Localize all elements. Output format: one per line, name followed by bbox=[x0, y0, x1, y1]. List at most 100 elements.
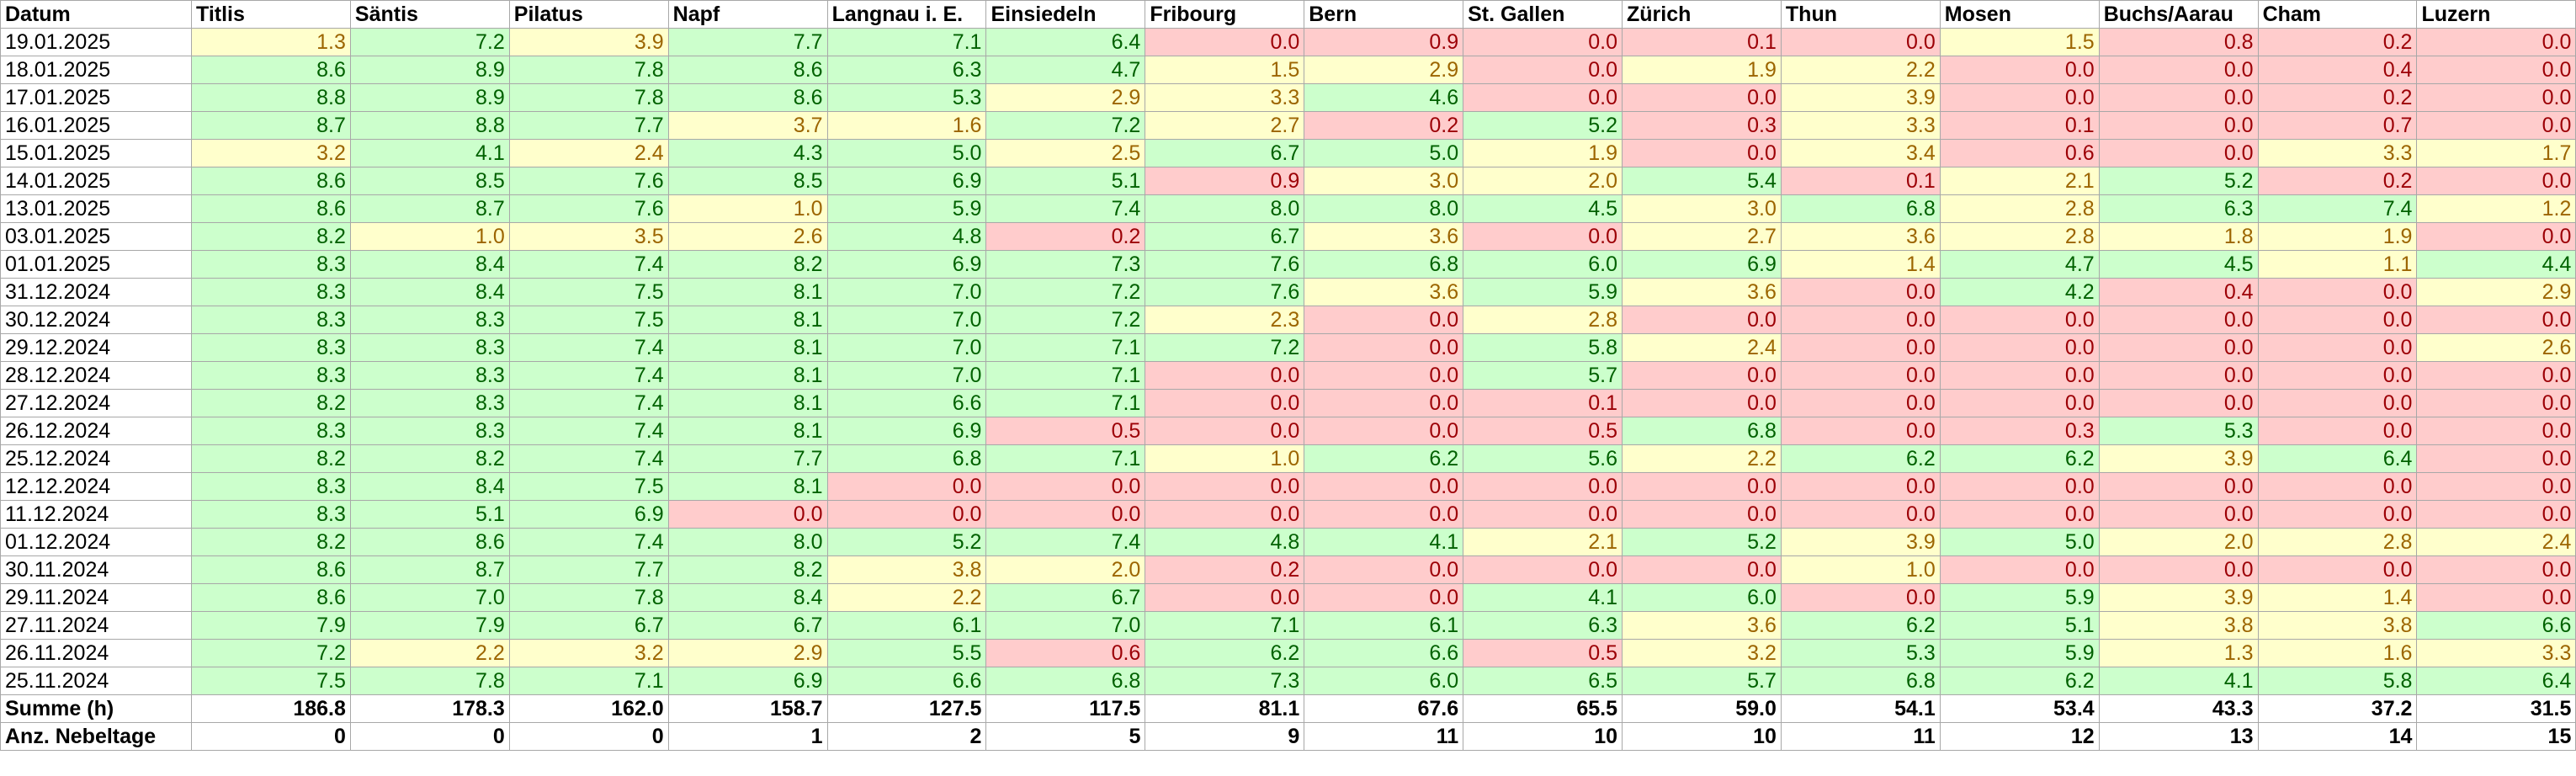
fog-hours-cell[interactable]: 8.1 bbox=[667, 333, 828, 362]
fog-hours-cell[interactable]: 6.9 bbox=[667, 667, 828, 695]
fog-hours-cell[interactable]: 3.9 bbox=[2098, 444, 2259, 473]
fog-hours-cell[interactable]: 0.0 bbox=[1622, 555, 1782, 584]
date-cell[interactable]: 28.12.2024 bbox=[0, 361, 192, 390]
fog-hours-cell[interactable]: 8.4 bbox=[349, 250, 510, 279]
fog-hours-cell[interactable]: 0.0 bbox=[1622, 306, 1782, 334]
fog-hours-cell[interactable]: 5.3 bbox=[826, 83, 987, 112]
fog-hours-cell[interactable]: 0.0 bbox=[826, 500, 987, 529]
date-cell[interactable]: 26.12.2024 bbox=[0, 417, 192, 445]
fog-hours-cell[interactable]: 6.2 bbox=[1780, 444, 1941, 473]
fog-hours-cell[interactable]: 6.0 bbox=[1622, 583, 1782, 612]
summary-value-cell[interactable]: 127.5 bbox=[826, 694, 987, 723]
fog-hours-cell[interactable]: 1.8 bbox=[2098, 222, 2259, 251]
fog-hours-cell[interactable]: 0.0 bbox=[2098, 139, 2259, 167]
fog-hours-cell[interactable]: 5.0 bbox=[1304, 139, 1464, 167]
fog-hours-cell[interactable]: 0.2 bbox=[2257, 28, 2418, 56]
fog-hours-cell[interactable]: 2.0 bbox=[985, 555, 1146, 584]
fog-hours-cell[interactable]: 8.2 bbox=[667, 250, 828, 279]
fog-hours-cell[interactable]: 6.6 bbox=[826, 389, 987, 417]
summary-value-cell[interactable]: 14 bbox=[2257, 722, 2418, 751]
fog-hours-cell[interactable]: 8.3 bbox=[191, 333, 351, 362]
summary-value-cell[interactable]: 0 bbox=[508, 722, 669, 751]
fog-hours-cell[interactable]: 3.6 bbox=[1304, 278, 1464, 306]
fog-hours-cell[interactable]: 0.0 bbox=[1622, 472, 1782, 501]
fog-hours-cell[interactable]: 0.0 bbox=[1939, 56, 2100, 84]
fog-hours-cell[interactable]: 3.3 bbox=[1780, 111, 1941, 140]
fog-hours-cell[interactable]: 2.6 bbox=[667, 222, 828, 251]
fog-hours-cell[interactable]: 7.7 bbox=[667, 28, 828, 56]
fog-hours-cell[interactable]: 0.9 bbox=[1145, 167, 1305, 195]
fog-hours-cell[interactable]: 1.2 bbox=[2416, 194, 2576, 223]
fog-hours-cell[interactable]: 7.9 bbox=[349, 611, 510, 640]
fog-hours-cell[interactable]: 2.2 bbox=[826, 583, 987, 612]
fog-hours-cell[interactable]: 8.6 bbox=[191, 555, 351, 584]
fog-hours-cell[interactable]: 1.7 bbox=[2416, 139, 2576, 167]
fog-hours-cell[interactable]: 5.1 bbox=[349, 500, 510, 529]
fog-hours-cell[interactable]: 0.0 bbox=[2098, 361, 2259, 390]
fog-hours-cell[interactable]: 6.6 bbox=[1304, 639, 1464, 667]
fog-hours-cell[interactable]: 5.0 bbox=[826, 139, 987, 167]
fog-hours-cell[interactable]: 8.3 bbox=[349, 389, 510, 417]
fog-hours-cell[interactable]: 7.5 bbox=[191, 667, 351, 695]
fog-hours-cell[interactable]: 5.1 bbox=[1939, 611, 2100, 640]
fog-hours-cell[interactable]: 0.0 bbox=[2098, 389, 2259, 417]
fog-hours-cell[interactable]: 0.1 bbox=[1939, 111, 2100, 140]
date-cell[interactable]: 16.01.2025 bbox=[0, 111, 192, 140]
fog-hours-cell[interactable]: 7.4 bbox=[508, 528, 669, 556]
date-cell[interactable]: 11.12.2024 bbox=[0, 500, 192, 529]
summary-value-cell[interactable]: 5 bbox=[985, 722, 1146, 751]
fog-hours-cell[interactable]: 0.0 bbox=[2257, 278, 2418, 306]
summary-value-cell[interactable]: 59.0 bbox=[1622, 694, 1782, 723]
fog-hours-cell[interactable]: 0.0 bbox=[1145, 583, 1305, 612]
fog-hours-cell[interactable]: 8.6 bbox=[191, 583, 351, 612]
fog-hours-cell[interactable]: 0.0 bbox=[1622, 139, 1782, 167]
fog-hours-cell[interactable]: 0.0 bbox=[1463, 83, 1623, 112]
fog-hours-cell[interactable]: 0.0 bbox=[1463, 472, 1623, 501]
fog-hours-cell[interactable]: 4.5 bbox=[1463, 194, 1623, 223]
fog-hours-cell[interactable]: 8.1 bbox=[667, 417, 828, 445]
fog-hours-cell[interactable]: 0.9 bbox=[1304, 28, 1464, 56]
fog-hours-cell[interactable]: 7.1 bbox=[985, 333, 1146, 362]
fog-hours-cell[interactable]: 8.4 bbox=[349, 472, 510, 501]
fog-hours-cell[interactable]: 6.4 bbox=[985, 28, 1146, 56]
fog-hours-cell[interactable]: 1.0 bbox=[1145, 444, 1305, 473]
fog-hours-cell[interactable]: 8.5 bbox=[667, 167, 828, 195]
fog-hours-cell[interactable]: 0.0 bbox=[2416, 167, 2576, 195]
header-location[interactable]: Luzern bbox=[2416, 0, 2576, 29]
fog-hours-cell[interactable]: 0.0 bbox=[1939, 500, 2100, 529]
fog-hours-cell[interactable]: 4.8 bbox=[826, 222, 987, 251]
fog-hours-cell[interactable]: 0.0 bbox=[1304, 417, 1464, 445]
fog-hours-cell[interactable]: 7.1 bbox=[508, 667, 669, 695]
fog-hours-cell[interactable]: 1.4 bbox=[2257, 583, 2418, 612]
fog-hours-cell[interactable]: 0.0 bbox=[1463, 555, 1623, 584]
fog-hours-cell[interactable]: 3.8 bbox=[2257, 611, 2418, 640]
fog-hours-cell[interactable]: 0.0 bbox=[2416, 389, 2576, 417]
fog-hours-cell[interactable]: 6.4 bbox=[2257, 444, 2418, 473]
date-cell[interactable]: 01.12.2024 bbox=[0, 528, 192, 556]
fog-hours-cell[interactable]: 3.0 bbox=[1622, 194, 1782, 223]
header-date[interactable]: Datum bbox=[0, 0, 192, 29]
fog-hours-cell[interactable]: 0.2 bbox=[2257, 83, 2418, 112]
fog-hours-cell[interactable]: 0.0 bbox=[2416, 111, 2576, 140]
date-cell[interactable]: 03.01.2025 bbox=[0, 222, 192, 251]
fog-hours-cell[interactable]: 7.4 bbox=[985, 528, 1146, 556]
fog-hours-cell[interactable]: 6.6 bbox=[2416, 611, 2576, 640]
fog-hours-cell[interactable]: 6.8 bbox=[1780, 194, 1941, 223]
fog-hours-cell[interactable]: 8.3 bbox=[191, 306, 351, 334]
fog-hours-cell[interactable]: 7.7 bbox=[508, 555, 669, 584]
fog-hours-cell[interactable]: 6.0 bbox=[1463, 250, 1623, 279]
fog-hours-cell[interactable]: 1.0 bbox=[1780, 555, 1941, 584]
fog-hours-cell[interactable]: 7.5 bbox=[508, 306, 669, 334]
fog-hours-cell[interactable]: 5.1 bbox=[985, 167, 1146, 195]
fog-hours-cell[interactable]: 0.0 bbox=[985, 500, 1146, 529]
date-cell[interactable]: 27.12.2024 bbox=[0, 389, 192, 417]
fog-hours-cell[interactable]: 0.0 bbox=[1780, 306, 1941, 334]
fog-hours-cell[interactable]: 6.5 bbox=[1463, 667, 1623, 695]
date-cell[interactable]: 13.01.2025 bbox=[0, 194, 192, 223]
fog-hours-cell[interactable]: 7.1 bbox=[1145, 611, 1305, 640]
fog-hours-cell[interactable]: 6.7 bbox=[1145, 222, 1305, 251]
date-cell[interactable]: 14.01.2025 bbox=[0, 167, 192, 195]
date-cell[interactable]: 30.11.2024 bbox=[0, 555, 192, 584]
date-cell[interactable]: 12.12.2024 bbox=[0, 472, 192, 501]
fog-hours-cell[interactable]: 7.4 bbox=[508, 333, 669, 362]
